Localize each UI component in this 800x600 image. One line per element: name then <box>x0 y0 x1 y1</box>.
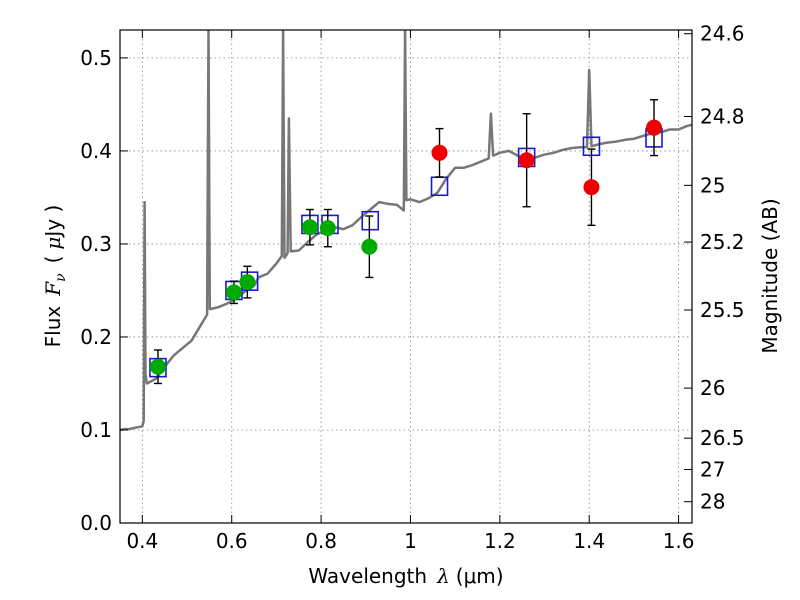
y2-tick-label: 24.8 <box>700 105 745 129</box>
red-data-point <box>518 152 535 169</box>
model-spectrum-line <box>120 30 692 432</box>
y-tick-label: 0.0 <box>80 511 112 535</box>
y-axis-subscript: ν <box>53 273 69 282</box>
y-tick-label: 0.4 <box>80 139 112 163</box>
y2-tick-label: 25.2 <box>700 230 745 254</box>
x-tick-label: 0.6 <box>216 529 248 553</box>
y-tick-label: 0.1 <box>80 418 112 442</box>
y-axis-unit-open: ( <box>41 256 65 264</box>
x-tick-label: 1.4 <box>573 529 605 553</box>
y2-tick-label: 28 <box>700 490 725 514</box>
x-axis-title: Wavelength λ (μm) <box>308 564 503 588</box>
y-tick-label: 0.5 <box>80 46 112 70</box>
x-tick-label: 0.8 <box>305 529 337 553</box>
red-data-point <box>583 179 600 196</box>
red-data-point <box>431 144 448 161</box>
y2-tick-label: 26.5 <box>700 426 745 450</box>
y2-axis-title: Magnitude (AB) <box>758 198 782 353</box>
green-data-point <box>319 220 336 237</box>
y-axis-symbol: F <box>41 281 65 297</box>
plot-frame <box>119 29 693 524</box>
y2-tick-label: 25 <box>700 173 725 197</box>
y2-tick-label: 26 <box>700 376 725 400</box>
y-axis-unit-close: Jy ) <box>41 205 65 239</box>
green-data-point <box>301 219 318 236</box>
x-tick-label: 1.6 <box>663 529 695 553</box>
plot-area <box>120 30 692 432</box>
x-axis-unit: (μm) <box>456 564 504 588</box>
green-data-point <box>149 358 166 375</box>
x-tick-label: 1.2 <box>484 529 516 553</box>
axis-ticks: 0.4 0.6 0.8 1 1.2 1.4 1.6 0.0 0.1 0.2 0.3 0.4 0.5 24.… <box>80 22 744 553</box>
red-data-point <box>646 119 663 136</box>
y2-tick-label: 24.6 <box>700 22 745 46</box>
green-data-point <box>225 284 242 301</box>
y-tick-label: 0.3 <box>80 232 112 256</box>
x-tick-label: 1 <box>404 529 417 553</box>
y-axis-label: Flux <box>41 306 65 348</box>
x-axis-label: Wavelength <box>308 564 427 588</box>
y-tick-label: 0.2 <box>80 325 112 349</box>
y-axis-title: Flux Fν ( μJy ) <box>41 205 69 348</box>
green-data-point <box>361 238 378 255</box>
y-axis-unit-mu: μ <box>41 237 65 250</box>
green-data-point <box>239 274 256 291</box>
y2-tick-label: 27 <box>700 458 725 482</box>
x-axis-symbol: λ <box>436 564 450 588</box>
x-tick-label: 0.4 <box>126 529 158 553</box>
y2-tick-label: 25.5 <box>700 298 745 322</box>
synthetic-photometry-box <box>361 210 380 231</box>
